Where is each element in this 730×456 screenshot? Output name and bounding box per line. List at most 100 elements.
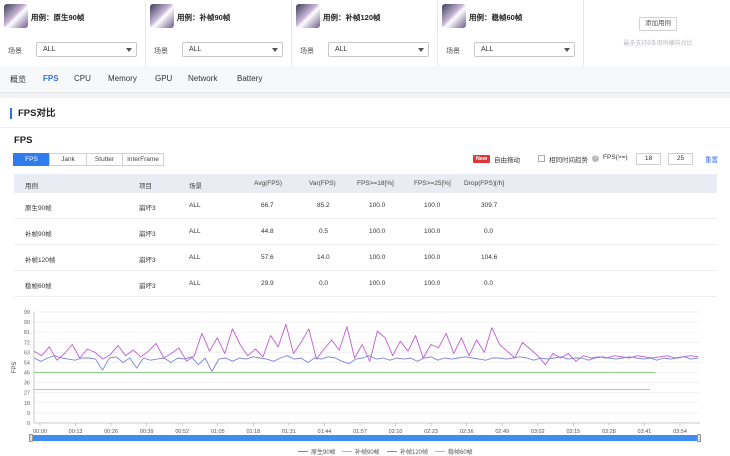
tab-overview[interactable]: 概览	[10, 75, 26, 84]
scene-select[interactable]: ALL	[182, 42, 283, 57]
chart-range-scrollbar[interactable]	[29, 434, 701, 442]
fps-threshold-input-1[interactable]: 18	[636, 153, 661, 165]
range-handle-left[interactable]	[29, 434, 33, 442]
x-tick-label: 03:41	[638, 429, 652, 435]
cell-fps18: 100.0	[369, 280, 386, 287]
tab-memory[interactable]: Memory	[108, 74, 137, 83]
legend-label: 补帧120帧	[400, 450, 429, 456]
fps-threshold-input-2[interactable]: 25	[668, 153, 693, 165]
cell-project: 崩坏3	[139, 283, 156, 290]
legend-item[interactable]: 补帧90帧	[342, 447, 380, 456]
table-row: 补帧120帧 崩坏3 ALL 57.6 14.0 100.0 100.0 104…	[14, 245, 717, 271]
fps-compare-panel: FPS对比 FPS FPS Jank Stutter InterFrame Ne…	[0, 98, 730, 456]
cell-fps25: 100.0	[424, 254, 441, 261]
col-header: 用例	[25, 183, 38, 190]
y-tick-label: 45	[24, 371, 30, 377]
y-tick-label: 27	[24, 391, 30, 397]
legend-item[interactable]: 稳帧60帧	[435, 447, 473, 456]
x-tick-label: 03:28	[602, 429, 616, 435]
legend-swatch	[387, 450, 397, 453]
cell-scene: ALL	[189, 202, 201, 209]
range-handle-right[interactable]	[697, 434, 701, 442]
cell-scene: ALL	[189, 280, 201, 287]
cell-avg: 57.6	[261, 254, 274, 261]
scene-label: 场景	[446, 48, 460, 55]
chevron-down-icon	[564, 48, 570, 52]
cell-var: 85.2	[317, 202, 330, 209]
cell-case: 原生90帧	[25, 205, 52, 212]
game-thumbnail	[296, 4, 320, 28]
tab-network[interactable]: Network	[188, 74, 218, 83]
scene-select-value: ALL	[481, 46, 494, 53]
col-header: Drop(FPS)[/h]	[464, 180, 505, 187]
x-tick-label: 03:15	[566, 429, 580, 435]
tab-fps[interactable]: FPS	[43, 74, 59, 83]
case-selector-bar: 用例：原生90帧 场景 ALL 用例：补帧90帧 场景 ALL 用例：补帧120…	[0, 0, 730, 66]
cell-var: 0.0	[319, 280, 329, 287]
cell-avg: 66.7	[261, 202, 274, 209]
col-header: Var(FPS)	[309, 180, 336, 187]
scene-select-value: ALL	[189, 46, 202, 53]
col-header: FPS>=25[%]	[414, 180, 451, 187]
case-title: 用例：补帧90帧	[177, 13, 231, 22]
help-icon[interactable]: ?	[592, 155, 599, 162]
scene-select[interactable]: ALL	[328, 42, 429, 57]
cell-scene: ALL	[189, 254, 201, 261]
game-thumbnail	[442, 4, 466, 28]
case-card-3[interactable]: 用例：补帧120帧 场景 ALL	[292, 0, 438, 66]
col-header: FPS>=18[%]	[357, 180, 394, 187]
same-time-trend-checkbox[interactable]	[538, 155, 545, 162]
legend-item[interactable]: 原生90帧	[298, 447, 336, 456]
x-tick-label: 00:00	[33, 429, 47, 435]
cell-fps18: 100.0	[369, 228, 386, 235]
case-title: 用例：原生90帧	[31, 13, 85, 22]
cell-case: 补帧90帧	[25, 231, 52, 238]
x-tick-label: 02:10	[389, 429, 403, 435]
cell-drop: 0.0	[484, 228, 494, 235]
scene-label: 场景	[8, 48, 22, 55]
free-drag-toggle[interactable]: 自由拖动	[494, 157, 520, 164]
scene-select[interactable]: ALL	[36, 42, 137, 57]
cell-case: 稳帧60帧	[25, 283, 52, 290]
metric-tab-interframe[interactable]: InterFrame	[122, 153, 164, 166]
y-tick-label: 99	[24, 310, 30, 316]
legend-label: 补帧90帧	[355, 450, 380, 456]
chevron-down-icon	[418, 48, 424, 52]
metric-tab-jank[interactable]: Jank	[49, 153, 87, 166]
fps-line-chart[interactable]: 0 9 18 27 36 45 54 63 72 81 90 99 FPS 00:00 00:13 00:26…	[0, 306, 730, 436]
metric-type-group: FPS Jank Stutter InterFrame	[13, 153, 164, 166]
chevron-down-icon	[126, 48, 132, 52]
tab-battery[interactable]: Battery	[237, 74, 263, 83]
x-tick-label: 03:54	[673, 429, 687, 435]
scene-select-value: ALL	[335, 46, 348, 53]
col-header: 项目	[139, 183, 152, 190]
legend-item[interactable]: 补帧120帧	[387, 447, 428, 456]
series-line	[33, 323, 699, 366]
divider	[0, 127, 730, 128]
case-card-2[interactable]: 用例：补帧90帧 场景 ALL	[146, 0, 292, 66]
y-axis-label: FPS	[12, 362, 18, 374]
reset-link[interactable]: 重置	[705, 157, 718, 164]
y-tick-label: 81	[24, 330, 30, 336]
y-tick-label: 63	[24, 350, 30, 356]
tab-cpu[interactable]: CPU	[74, 74, 91, 83]
case-card-4[interactable]: 用例：稳帧60帧 场景 ALL	[438, 0, 584, 66]
add-case-button[interactable]: 添加用例	[639, 17, 677, 31]
x-tick-label: 03:02	[531, 429, 545, 435]
y-tick-label: 72	[24, 340, 30, 346]
case-card-1[interactable]: 用例：原生90帧 场景 ALL	[0, 0, 146, 66]
x-tick-label: 01:31	[282, 429, 296, 435]
legend-swatch	[298, 450, 308, 453]
cell-avg: 44.8	[261, 228, 274, 235]
chevron-down-icon	[272, 48, 278, 52]
sub-title: FPS	[14, 135, 33, 146]
x-tick-label: 00:39	[140, 429, 154, 435]
tab-gpu[interactable]: GPU	[155, 74, 173, 83]
cell-fps25: 100.0	[424, 202, 441, 209]
scene-select[interactable]: ALL	[474, 42, 575, 57]
metric-tab-stutter[interactable]: Stutter	[86, 153, 123, 166]
x-tick-label: 00:13	[69, 429, 83, 435]
metric-tab-fps[interactable]: FPS	[13, 153, 50, 166]
cell-var: 0.5	[319, 228, 329, 235]
section-title: FPS对比	[10, 108, 55, 119]
